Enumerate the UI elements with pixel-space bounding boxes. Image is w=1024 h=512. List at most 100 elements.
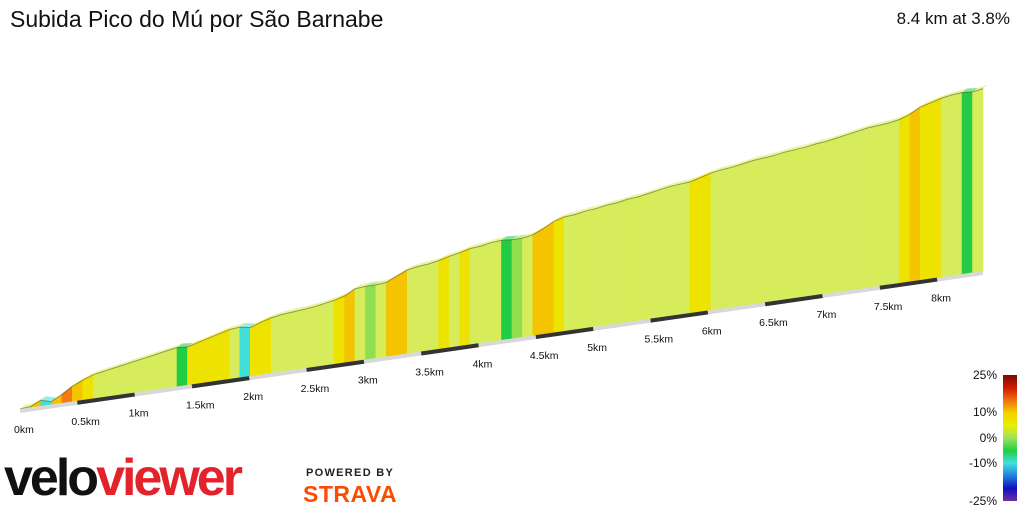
x-tick-label: 4km [473,358,493,370]
gradient-segment [448,252,460,348]
legend-tick-label: 25% [973,368,997,382]
segment-top-face [836,130,852,139]
segment-top-face [585,204,601,212]
segment-top-face [951,88,968,95]
km-band [306,359,365,372]
gradient-segment [857,127,869,290]
gradient-segment [427,260,439,351]
gradient-segment [239,326,251,378]
segment-top-face [564,210,580,217]
gradient-segment [961,91,973,275]
gradient-segment [134,357,146,393]
km-band [77,392,135,405]
segment-top-face [595,201,612,209]
gradient-segment [490,239,502,342]
gradient-segment [438,255,450,350]
gradient-segment [218,329,230,381]
gradient-segment [354,285,366,362]
segment-top-face [156,346,172,355]
gradient-segment [794,146,806,299]
distance-axis: 0km 0.5km 1km 1.5km 2km 2.5km 3km 3.5km 4km 4.5km… [14,271,983,436]
segment-top-face [177,343,193,348]
segment-top-face [365,280,381,287]
gradient-segment [459,248,471,347]
km-band [650,310,709,323]
segment-top-face [574,207,591,215]
segment-top-face [941,91,957,99]
gradient-segment [511,237,523,339]
segment-top-face [668,180,685,187]
gradient-segment [898,113,911,284]
gradient-legend: 25% 10% 0% -10% -25% [969,368,1017,508]
segment-top-face [480,238,497,247]
x-tick-label: 3km [358,375,378,387]
gradient-segment [815,141,827,296]
gradient-segment [270,314,282,374]
segment-top-face [281,308,298,315]
segment-top-face [20,402,36,409]
gradient-segment [731,163,743,308]
gradient-segment [323,299,335,366]
gradient-segment [197,337,209,384]
gradient-segment [836,134,848,293]
x-tick-label: 1.5km [186,399,215,411]
gradient-segment [61,385,73,404]
gradient-segment [909,106,921,282]
x-tick-label: 5.5km [645,334,674,346]
gradient-segment [553,216,565,333]
segment-top-face [417,260,434,267]
segment-top-face [784,145,800,153]
gradient-segment [637,193,649,321]
segment-top-face [271,310,287,318]
gradient-segment [249,321,262,377]
gradient-segment [124,360,136,395]
segment-top-face [627,193,643,200]
segment-top-face [511,234,528,240]
gradient-segment [103,367,115,398]
segment-top-face [825,134,842,142]
x-tick-label: 7km [817,309,837,321]
gradient-segment [113,364,125,396]
gradient-segment [375,282,387,359]
segment-top-face [972,84,988,92]
veloviewer-logo: veloviewer [4,449,243,507]
segment-top-face [239,323,256,328]
gradient-segment [543,220,555,335]
segment-top-face [135,353,151,362]
gradient-segment [972,88,984,273]
segment-top-face [857,123,873,132]
segment-top-face [470,242,486,249]
gradient-segment [626,196,638,323]
km-band [420,343,479,356]
gradient-segment [783,149,795,300]
km-band [191,376,250,389]
segment-top-face [846,127,863,135]
climb-summary: 8.4 km at 3.8% [896,9,1010,28]
page-title: Subida Pico do Mú por São Barnabe [10,6,384,32]
gradient-segment [616,199,628,324]
gradient-segment [741,160,754,306]
gradient-segment [605,202,617,326]
segment-top-face [302,303,319,310]
gradient-segment [187,342,199,386]
x-tick-label: 0.5km [71,416,100,428]
gradient-segment [208,333,220,383]
gradient-segment [752,157,764,305]
gradient-segment [564,214,576,332]
gradient-segment [888,119,900,285]
gradient-segment [825,137,837,294]
gradient-segment [846,130,858,291]
segment-top-face [679,177,695,185]
segment-top-face [794,143,811,150]
gradient-segment [668,183,680,317]
gradient-segment [658,186,670,318]
segment-top-face [648,186,664,194]
gradient-segment [689,177,701,314]
gradient-segment [480,242,492,344]
x-tick-label: 2km [243,391,263,403]
gradient-segment [679,181,691,315]
legend-tick-label: 10% [973,405,997,419]
profile-outline [19,88,984,410]
gradient-segment [333,295,345,365]
segment-top-face [103,363,120,372]
